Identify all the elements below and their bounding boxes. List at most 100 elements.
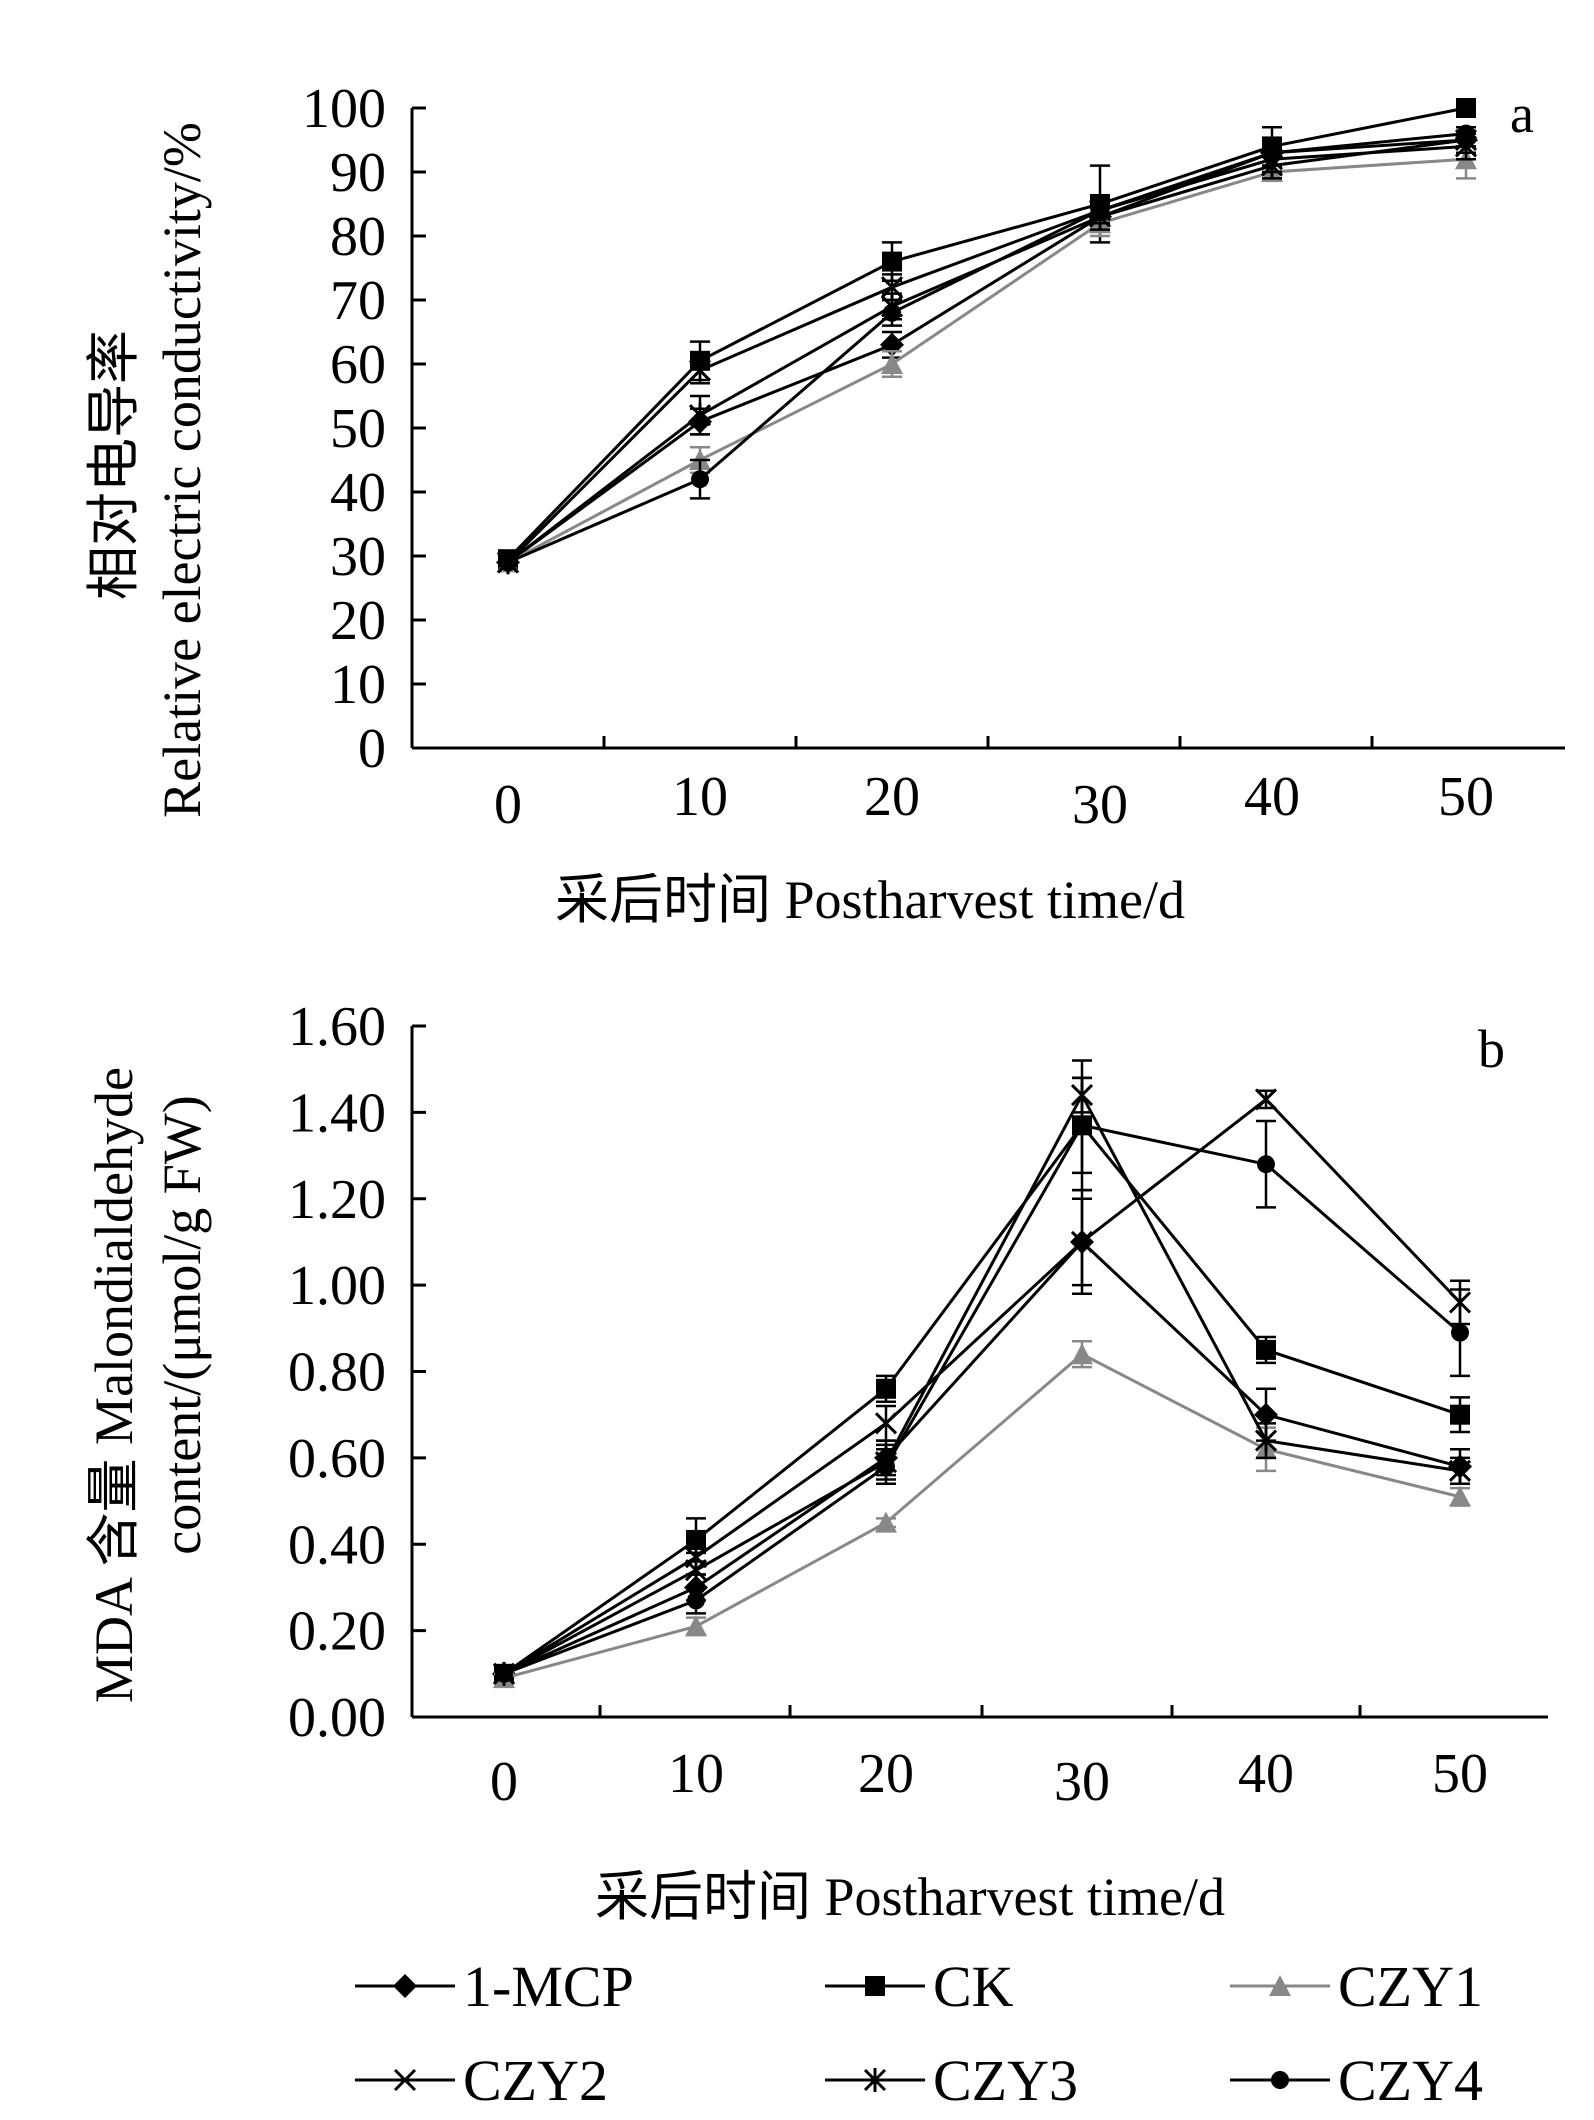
panel-a-y-axis-label-en: Relative electric conductivity/% bbox=[152, 122, 212, 818]
panel-a-point-CK bbox=[882, 251, 902, 272]
panel-a-series-CZY4 bbox=[498, 124, 1476, 572]
panel-a-y-tick-label: 100 bbox=[302, 78, 386, 140]
panel-b-series-CZY1 bbox=[493, 1340, 1471, 1689]
panel-b-y-axis-label-en: content/(μmol/g FW) bbox=[152, 1095, 212, 1554]
panel-b-point-CZY4 bbox=[877, 1457, 895, 1476]
panel-a-y-axis-label-cn: 相对电导率 bbox=[84, 330, 144, 600]
panel-a-line-CZY4 bbox=[507, 132, 1467, 564]
panel-b-line-CK bbox=[503, 1122, 1461, 1676]
panel-b-y-tick-label: 0.40 bbox=[288, 1514, 386, 1576]
panel-b-x-tick-label: 10 bbox=[668, 1743, 724, 1805]
panel-b-point-CK bbox=[876, 1378, 896, 1399]
legend-marker-star bbox=[863, 2068, 887, 2092]
panel-b-point-CZY1 bbox=[685, 1615, 707, 1637]
legend-marker-square bbox=[865, 1976, 885, 1996]
panel-b-point-CZY2 bbox=[874, 1412, 898, 1435]
panel-b-point-CZY3 bbox=[1254, 1428, 1278, 1453]
panel-b-line-1-MCP bbox=[503, 1239, 1461, 1676]
panel-b-point-CZY4 bbox=[1257, 1155, 1275, 1174]
panel-b-series-CZY3 bbox=[492, 1076, 1472, 1686]
panel-b-point-CK bbox=[1256, 1339, 1276, 1360]
panel-a-series-CZY2 bbox=[496, 132, 1478, 574]
panel-b-x-tick-label: 30 bbox=[1054, 1751, 1110, 1813]
panel-a-point-CK bbox=[1456, 98, 1476, 118]
panel-a-point-CZY4 bbox=[1263, 143, 1281, 162]
panel-a-series-CZY1 bbox=[497, 138, 1477, 573]
legend-label: CZY2 bbox=[463, 2048, 608, 2113]
panel-b-y-axis-label-cn: MDA 含量 Malondialdehyde bbox=[84, 1067, 144, 1703]
panel-b-x-axis-label: 采后时间 Postharvest time/d bbox=[595, 1867, 1225, 1927]
panel-b-point-1-MCP bbox=[1254, 1402, 1278, 1427]
legend-item-CZY2: CZY2 bbox=[355, 2048, 608, 2113]
panel-a-point-CZY4 bbox=[883, 303, 901, 322]
panel-b-point-CZY3 bbox=[1448, 1458, 1472, 1483]
panel-b-line-CZY3 bbox=[503, 1091, 1461, 1676]
panel-b-y-tick-label: 0.20 bbox=[288, 1601, 386, 1663]
panel-b-point-CZY1 bbox=[875, 1511, 897, 1533]
panel-a-x-tick-label: 40 bbox=[1244, 766, 1300, 828]
panel-b-point-CZY4 bbox=[495, 1664, 513, 1683]
legend-item-CZY3: CZY3 bbox=[825, 2048, 1078, 2113]
panel-a-y-tick-label: 0 bbox=[358, 718, 386, 780]
panel-a-point-CZY2 bbox=[688, 359, 712, 382]
legend-label: 1-MCP bbox=[463, 1954, 634, 2019]
panel-a-series-CZY3 bbox=[496, 125, 1478, 575]
panel-b-x-tick-label: 50 bbox=[1432, 1743, 1488, 1805]
panel-b-point-CZY1 bbox=[1449, 1485, 1471, 1507]
panel-b-point-CZY1 bbox=[1071, 1343, 1093, 1365]
panel-b-series-CK bbox=[494, 1076, 1470, 1684]
legend-label: CZY3 bbox=[933, 2048, 1078, 2113]
panel-a-x-tick-label: 0 bbox=[494, 774, 522, 836]
legend-item-CZY1: CZY1 bbox=[1230, 1954, 1483, 2019]
panel-b-line-CZY4 bbox=[503, 1123, 1461, 1676]
panel-a-label: a bbox=[1510, 84, 1534, 144]
panel-b-line-CZY2 bbox=[503, 1097, 1462, 1676]
panel-b-y-tick-label: 0.80 bbox=[288, 1342, 386, 1404]
panel-a-point-CZY4 bbox=[1457, 124, 1475, 143]
panel-b-series-1-MCP bbox=[492, 1188, 1472, 1686]
legend-marker-x bbox=[393, 2068, 417, 2092]
panel-b-tick-labels: 0.00 0.20 0.40 0.60 0.80 1.00 1.20 1.40 1.60 0 10 2… bbox=[288, 996, 1488, 1813]
panel-a-series bbox=[496, 98, 1478, 575]
legend-item-CZY4: CZY4 bbox=[1230, 2048, 1483, 2113]
legend-label: CK bbox=[933, 1954, 1014, 2019]
panel-a-line-CK bbox=[506, 106, 1467, 561]
panel-b-point-CZY4 bbox=[1451, 1323, 1469, 1342]
panel-a-y-tick-label: 10 bbox=[330, 654, 386, 716]
panel-b-x-tick-label: 40 bbox=[1238, 1743, 1294, 1805]
panel-b-series-CZY4 bbox=[494, 1059, 1470, 1683]
panel-a-point-CZY1 bbox=[881, 353, 903, 374]
panel-b-series-CZY2 bbox=[492, 1088, 1472, 1685]
panel-a-point-CZY4 bbox=[499, 553, 517, 572]
panel-b-point-CZY2 bbox=[1070, 1230, 1094, 1254]
panel-a-x-tick-label: 10 bbox=[672, 766, 728, 828]
panel-a-y-tick-label: 50 bbox=[330, 398, 386, 460]
panel-b-point-CK bbox=[1450, 1404, 1470, 1425]
panel-a-y-tick-label: 20 bbox=[330, 590, 386, 652]
panel-a-y-tick-label: 80 bbox=[330, 206, 386, 268]
panel-b-point-CZY2 bbox=[1254, 1088, 1278, 1111]
panel-b-series bbox=[492, 1059, 1472, 1689]
legend-label: CZY1 bbox=[1338, 1954, 1483, 2019]
panel-b-y-tick-label: 1.60 bbox=[288, 996, 386, 1058]
panel-a-y-tick-label: 40 bbox=[330, 462, 386, 524]
legend-marker-diamond bbox=[393, 1974, 417, 1998]
panel-a-line-CZY1 bbox=[507, 157, 1467, 564]
legend: 1-MCP CK CZY1 CZY2 CZY3 CZY4 bbox=[355, 1954, 1483, 2113]
panel-b-y-tick-label: 0.00 bbox=[288, 1687, 386, 1749]
panel-a-point-CZY3 bbox=[688, 403, 712, 428]
panel-b-point-CZY4 bbox=[1073, 1116, 1091, 1135]
panel-a-x-axis-label: 采后时间 Postharvest time/d bbox=[555, 870, 1185, 930]
panel-a-series-1-MCP bbox=[496, 128, 1478, 575]
panel-a-point-CZY4 bbox=[691, 470, 709, 489]
panel-b-point-CZY3 bbox=[684, 1558, 708, 1583]
panel-b-line-CZY1 bbox=[503, 1352, 1461, 1680]
panel-a-y-tick-label: 70 bbox=[330, 270, 386, 332]
legend-marker-triangle bbox=[1269, 1975, 1291, 1996]
panel-a-x-tick-label: 50 bbox=[1438, 766, 1494, 828]
legend-marker-circle bbox=[1271, 2071, 1289, 2089]
legend-item-CK: CK bbox=[825, 1954, 1014, 2019]
